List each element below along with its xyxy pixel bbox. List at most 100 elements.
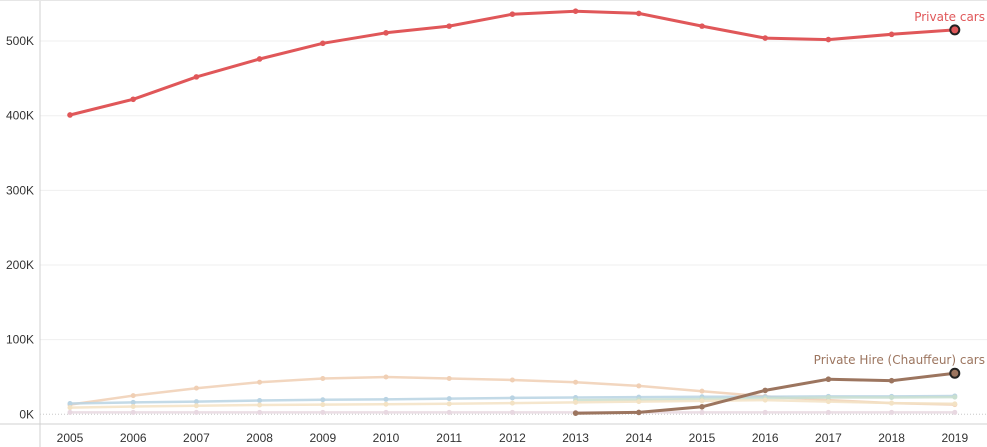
data-point xyxy=(193,385,199,391)
data-point xyxy=(762,397,768,403)
data-point xyxy=(446,375,452,381)
y-tick-label: 400K xyxy=(6,109,34,123)
series-line-private-cars xyxy=(68,9,957,117)
x-tick-label: 2019 xyxy=(941,431,968,445)
data-point xyxy=(256,56,263,62)
data-point xyxy=(825,409,831,415)
data-point xyxy=(320,402,326,408)
x-tick-label: 2008 xyxy=(246,431,273,445)
data-point xyxy=(67,400,73,406)
data-point xyxy=(320,409,326,415)
x-tick-label: 2017 xyxy=(815,431,842,445)
data-point xyxy=(383,374,389,380)
data-point xyxy=(257,409,263,415)
data-point xyxy=(446,409,452,415)
data-point xyxy=(825,399,831,405)
data-point xyxy=(889,395,895,400)
x-tick-label: 2013 xyxy=(562,431,589,445)
data-point xyxy=(573,379,579,385)
data-point xyxy=(130,409,136,415)
data-point xyxy=(762,409,768,415)
data-point xyxy=(193,399,199,405)
data-point xyxy=(636,399,642,405)
data-point xyxy=(130,399,136,405)
data-point xyxy=(67,405,73,411)
y-tick-label: 100K xyxy=(6,333,34,347)
data-point xyxy=(320,375,326,381)
background-series xyxy=(67,374,958,415)
data-point xyxy=(130,96,136,103)
data-point xyxy=(383,401,389,407)
data-point xyxy=(446,23,453,29)
data-point xyxy=(509,377,515,383)
data-point xyxy=(446,401,452,407)
data-point xyxy=(509,11,516,17)
data-point xyxy=(889,400,895,406)
data-point xyxy=(67,112,73,118)
data-point xyxy=(572,8,579,14)
data-point xyxy=(193,74,200,80)
y-tick-label: 200K xyxy=(6,258,34,272)
data-point xyxy=(509,395,515,401)
data-point xyxy=(193,403,199,409)
x-tick-label: 2010 xyxy=(373,431,400,445)
x-tick-label: 2007 xyxy=(183,431,210,445)
data-point xyxy=(257,402,263,408)
data-point xyxy=(825,36,832,43)
y-tick-label: 500K xyxy=(6,34,34,48)
data-point xyxy=(699,409,705,415)
series-label-private-hire-chauffeur-cars: Private Hire (Chauffeur) cars xyxy=(814,353,985,367)
data-point xyxy=(636,10,642,17)
x-tick-label: 2006 xyxy=(120,431,147,445)
data-point xyxy=(825,376,832,383)
x-tick-label: 2014 xyxy=(625,431,652,445)
data-point xyxy=(825,395,831,400)
x-tick-label: 2011 xyxy=(436,431,462,445)
data-point xyxy=(509,409,515,415)
data-point xyxy=(952,401,958,407)
data-point xyxy=(257,379,263,385)
data-point xyxy=(446,396,452,402)
data-point xyxy=(762,35,768,41)
data-point xyxy=(383,409,389,415)
data-point xyxy=(699,388,705,394)
y-tick-label: 300K xyxy=(6,183,34,197)
data-point xyxy=(699,23,705,29)
highlighted-series xyxy=(67,8,961,416)
x-tick-label: 2005 xyxy=(57,431,84,445)
data-point xyxy=(130,393,136,399)
data-point xyxy=(762,387,768,394)
y-tick-label: 0K xyxy=(19,407,34,421)
x-tick-label: 2018 xyxy=(878,431,905,445)
series-labels: Private cars Private Hire (Chauffeur) car… xyxy=(814,10,985,367)
x-tick-label: 2009 xyxy=(309,431,336,445)
x-tick-label: 2015 xyxy=(689,431,716,445)
data-point-end xyxy=(949,24,961,36)
data-point xyxy=(257,397,263,403)
data-point xyxy=(573,399,579,405)
data-point xyxy=(383,396,389,402)
data-point-end xyxy=(949,367,961,379)
data-point xyxy=(509,400,515,406)
x-tick-label: 2012 xyxy=(499,431,526,445)
data-point xyxy=(699,404,705,410)
data-point xyxy=(636,383,642,389)
data-point xyxy=(320,397,326,403)
data-point xyxy=(888,31,895,38)
x-tick-label: 2016 xyxy=(752,431,779,445)
data-point xyxy=(952,394,958,400)
data-point xyxy=(67,409,73,415)
data-point xyxy=(383,30,389,36)
data-point xyxy=(888,377,895,384)
data-point xyxy=(572,410,579,416)
data-point xyxy=(699,398,705,404)
series-label-private-cars: Private cars xyxy=(914,10,985,24)
data-point xyxy=(193,409,199,415)
data-point xyxy=(130,403,136,409)
data-point xyxy=(636,409,642,416)
data-point xyxy=(320,40,326,47)
data-point xyxy=(889,409,895,415)
data-point xyxy=(952,409,958,415)
